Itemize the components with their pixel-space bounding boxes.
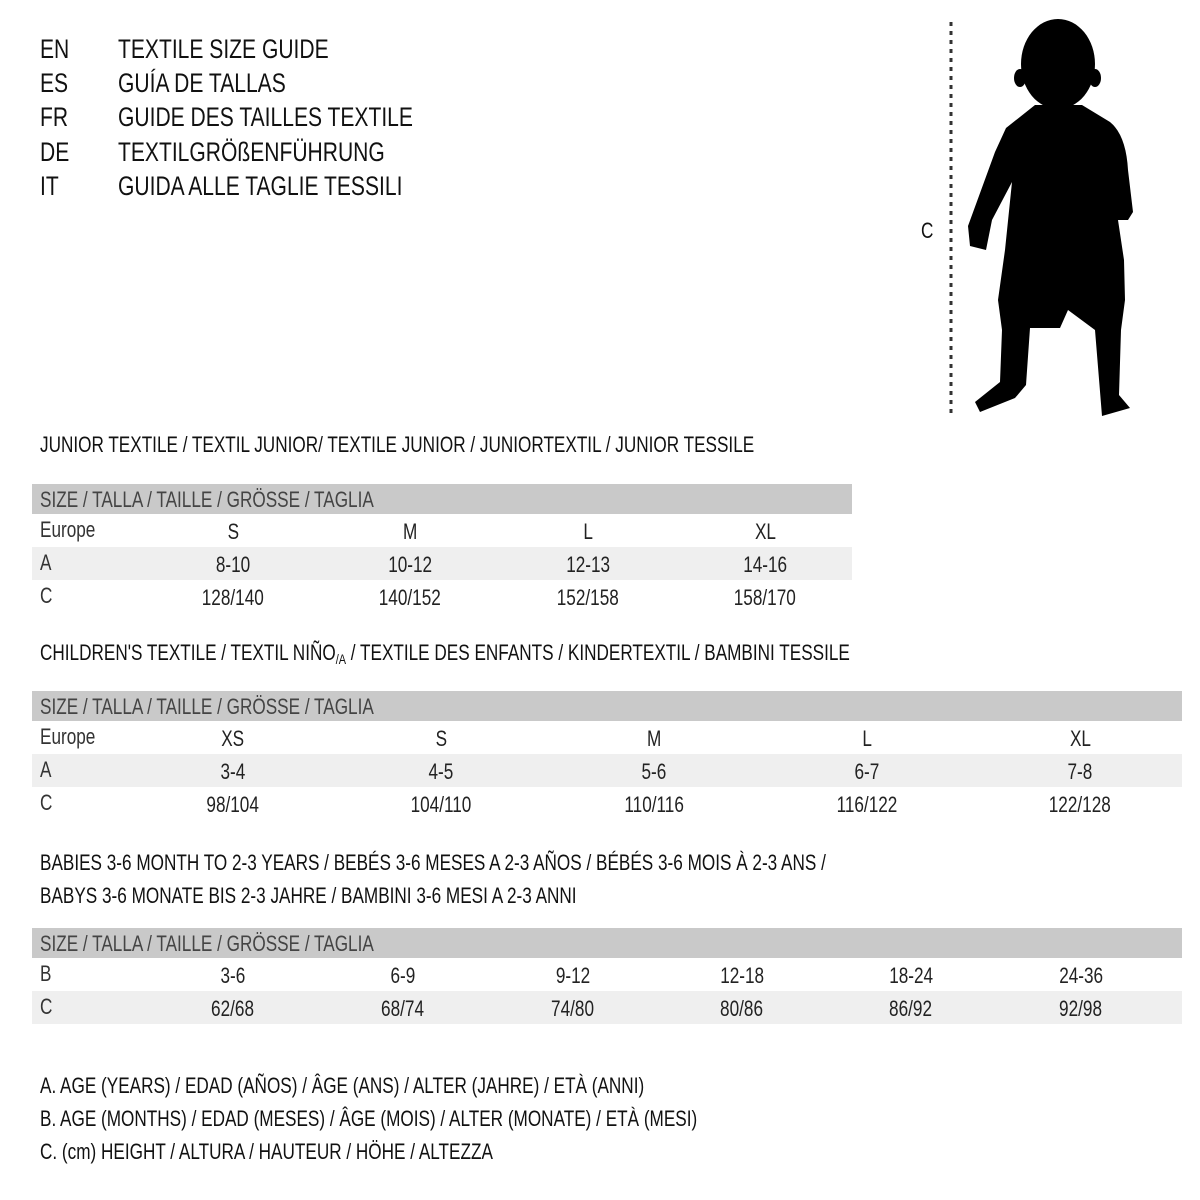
row-label: C — [40, 790, 53, 815]
table-cell: 140/152 — [378, 585, 442, 610]
table-cell: L — [862, 726, 872, 751]
table-row: A 8-10 10-12 12-13 14-16 — [32, 547, 852, 580]
child-silhouette-icon — [949, 19, 1133, 416]
title-text: GUÍA DE TALLAS — [118, 68, 286, 98]
table-cell: 10-12 — [388, 552, 432, 577]
title-part: CHILDREN'S TEXTILE / TEXTIL NIÑO — [40, 640, 336, 665]
table-cell: 24-36 — [1059, 963, 1103, 988]
table-cell: XL — [754, 519, 776, 544]
header-label: SIZE / TALLA / TAILLE / GRÖSSE / TAGLIA — [40, 487, 374, 512]
title-part: / TEXTILE DES ENFANTS / KINDERTEXTIL / B… — [346, 640, 850, 665]
table-row: Europe S M L XL — [32, 514, 852, 547]
row-label: A — [40, 550, 52, 575]
table-cell: 5-6 — [641, 759, 667, 784]
table-cell: 122/128 — [1048, 792, 1112, 817]
row-label: B — [40, 961, 52, 986]
table-cell: 8-10 — [215, 552, 251, 577]
table-cell: 62/68 — [211, 996, 255, 1021]
table-cell: 18-24 — [889, 963, 933, 988]
legend-item: A. AGE (YEARS) / EDAD (AÑOS) / ÂGE (ANS)… — [40, 1073, 645, 1098]
lang-code: FR — [40, 102, 69, 132]
legend-item: C. (cm) HEIGHT / ALTURA / HAUTEUR / HÖHE… — [40, 1139, 493, 1164]
table-row: C 62/68 68/74 74/80 80/86 86/92 92/98 — [32, 991, 1182, 1024]
children-title: CHILDREN'S TEXTILE / TEXTIL NIÑO/A / TEX… — [40, 640, 850, 667]
table-cell: 128/140 — [201, 585, 265, 610]
table-row: C 98/104 104/110 110/116 116/122 122/128 — [32, 787, 1182, 820]
table-cell: 116/122 — [836, 792, 898, 817]
table-cell: L — [583, 519, 593, 544]
table-cell: 4-5 — [428, 759, 454, 784]
legend-item: B. AGE (MONTHS) / EDAD (MESES) / ÂGE (MO… — [40, 1106, 698, 1131]
title-subscript: /A — [335, 651, 347, 667]
babies-table: SIZE / TALLA / TAILLE / GRÖSSE / TAGLIA … — [32, 928, 1182, 1024]
figure-label: C — [921, 218, 934, 243]
table-row: B 3-6 6-9 9-12 12-18 18-24 24-36 — [32, 958, 1182, 991]
lang-code: ES — [40, 68, 69, 98]
table-cell: 98/104 — [206, 792, 260, 817]
title-text: TEXTILGRÖßENFÜHRUNG — [118, 137, 385, 167]
row-label: Europe — [40, 517, 96, 542]
row-label: C — [40, 583, 53, 608]
table-cell: XS — [221, 726, 245, 751]
table-row: A 3-4 4-5 5-6 6-7 7-8 — [32, 754, 1182, 787]
table-cell: 12-18 — [720, 963, 764, 988]
row-label: A — [40, 757, 52, 782]
table-cell: 14-16 — [743, 552, 787, 577]
header-label: SIZE / TALLA / TAILLE / GRÖSSE / TAGLIA — [40, 931, 374, 956]
table-cell: 86/92 — [889, 996, 933, 1021]
table-cell: M — [646, 726, 662, 751]
table-header: SIZE / TALLA / TAILLE / GRÖSSE / TAGLIA — [32, 484, 852, 514]
table-cell: XL — [1069, 726, 1091, 751]
table-header: SIZE / TALLA / TAILLE / GRÖSSE / TAGLIA — [32, 928, 1182, 958]
table-cell: 9-12 — [555, 963, 591, 988]
row-label: C — [40, 994, 53, 1019]
table-cell: 152/158 — [556, 585, 620, 610]
table-cell: 3-4 — [220, 759, 246, 784]
table-cell: 74/80 — [551, 996, 595, 1021]
table-cell: 68/74 — [381, 996, 425, 1021]
table-cell: 158/170 — [733, 585, 797, 610]
table-cell: 12-13 — [566, 552, 610, 577]
table-cell: 6-9 — [390, 963, 416, 988]
table-cell: 80/86 — [720, 996, 764, 1021]
babies-title-line1: BABIES 3-6 MONTH TO 2-3 YEARS / BEBÉS 3-… — [40, 850, 826, 875]
children-table: SIZE / TALLA / TAILLE / GRÖSSE / TAGLIA … — [32, 691, 1182, 820]
table-cell: 3-6 — [220, 963, 246, 988]
lang-code: DE — [40, 137, 70, 167]
table-cell: 110/116 — [624, 792, 684, 817]
babies-title-line2: BABYS 3-6 MONATE BIS 2-3 JAHRE / BAMBINI… — [40, 883, 577, 908]
header-label: SIZE / TALLA / TAILLE / GRÖSSE / TAGLIA — [40, 694, 374, 719]
title-text: TEXTILE SIZE GUIDE — [118, 34, 329, 64]
table-cell: 92/98 — [1059, 996, 1103, 1021]
lang-code: EN — [40, 34, 70, 64]
table-row: C 128/140 140/152 152/158 158/170 — [32, 580, 852, 613]
table-cell: 6-7 — [854, 759, 880, 784]
lang-code: IT — [40, 171, 59, 201]
junior-title: JUNIOR TEXTILE / TEXTIL JUNIOR/ TEXTILE … — [40, 432, 755, 457]
table-cell: S — [435, 726, 447, 751]
table-row: Europe XS S M L XL — [32, 721, 1182, 754]
table-cell: 7-8 — [1067, 759, 1093, 784]
title-text: GUIDE DES TAILLES TEXTILE — [118, 102, 413, 132]
table-cell: M — [402, 519, 418, 544]
junior-table: SIZE / TALLA / TAILLE / GRÖSSE / TAGLIA … — [32, 484, 852, 613]
row-label: Europe — [40, 724, 96, 749]
table-cell: 104/110 — [410, 792, 472, 817]
title-text: GUIDA ALLE TAGLIE TESSILI — [118, 171, 403, 201]
table-cell: S — [227, 519, 239, 544]
table-header: SIZE / TALLA / TAILLE / GRÖSSE / TAGLIA — [32, 691, 1182, 721]
